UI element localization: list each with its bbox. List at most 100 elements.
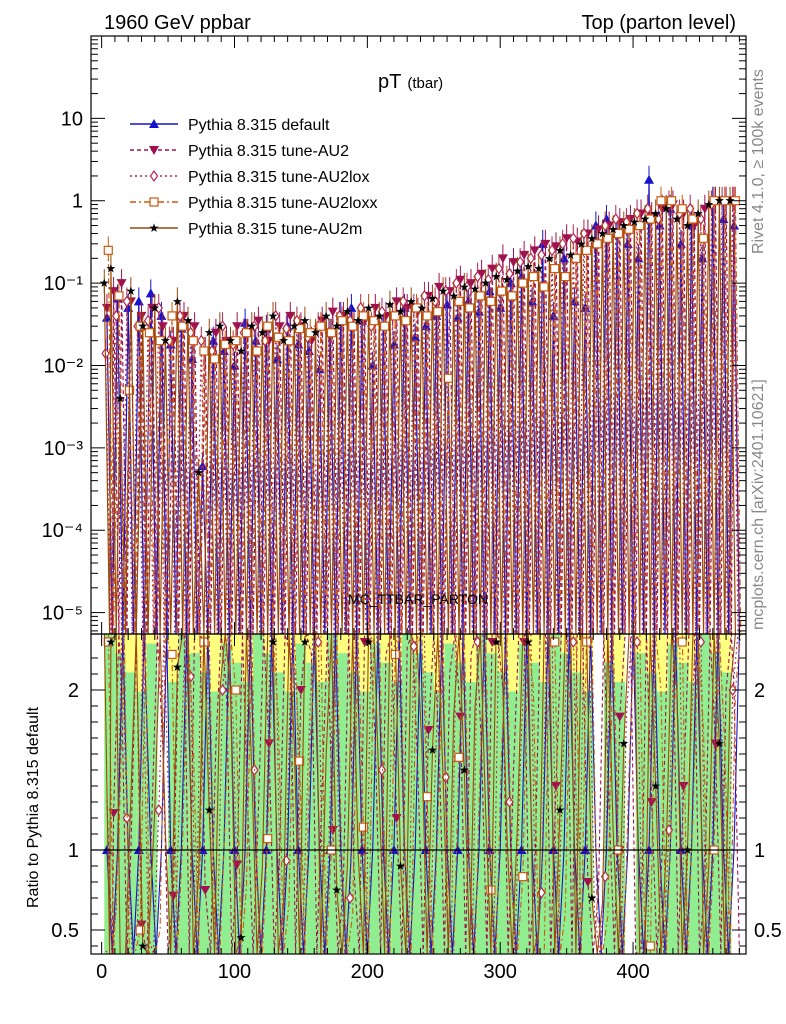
ratio-band-inner (338, 653, 349, 954)
ratio-series-line-1 (106, 634, 740, 954)
legend-background (118, 108, 418, 246)
data-point: ★ (257, 326, 268, 340)
legend-label: Pythia 8.315 tune-AU2lox (188, 169, 369, 186)
data-point (698, 233, 709, 243)
ratio-data-point (231, 685, 241, 695)
ratio-band-inner (656, 691, 668, 954)
ratio-data-point (486, 885, 496, 895)
data-point (527, 296, 538, 306)
legend-label: Pythia 8.315 tune-AU2m (188, 221, 362, 238)
ratio-data-point (422, 792, 432, 802)
y-tick-label-top: 10⁻³ (44, 438, 84, 460)
y-tick-label-top: 1 (72, 191, 83, 213)
data-point (167, 311, 177, 321)
ratio-band-inner (667, 643, 679, 954)
data-point: ★ (703, 198, 714, 212)
data-point: ★ (448, 289, 459, 303)
data-point: ★ (300, 314, 311, 328)
data-point (688, 214, 698, 224)
y-tick-label-top: 10⁻⁵ (42, 603, 83, 625)
ratio-band-inner (199, 672, 211, 954)
ratio-data-point (294, 756, 305, 766)
data-point (327, 307, 338, 317)
data-point (317, 316, 328, 326)
data-point (561, 234, 572, 244)
data-point (635, 220, 645, 231)
data-point: ★ (125, 284, 136, 298)
ratio-data-point (678, 782, 689, 791)
data-point (122, 295, 132, 308)
data-point (508, 258, 519, 268)
data-point: ★ (331, 319, 342, 333)
data-point (496, 286, 507, 296)
data-point (537, 248, 546, 261)
ratio-data-point (295, 686, 306, 695)
data-point: ★ (246, 319, 257, 333)
data-point (189, 322, 200, 332)
data-point (507, 291, 517, 301)
data-point (380, 321, 390, 331)
data-point: ★ (236, 344, 247, 358)
ratio-band-inner (412, 653, 424, 954)
ratio-data-point (345, 891, 355, 905)
ratio-series-line-4 (103, 634, 736, 954)
ratio-data-point: ★ (523, 635, 534, 649)
data-point (197, 461, 208, 471)
ratio-data-point: ★ (268, 635, 279, 649)
ratio-band-inner (646, 672, 657, 954)
ratio-band-inner (571, 672, 583, 954)
ratio-band-inner (306, 662, 317, 954)
ratio-data-point (200, 886, 211, 895)
ratio-data-point (377, 763, 387, 777)
mcplots-label: mcplots.cern.ch [arXiv:2401.10621] (750, 379, 767, 630)
ratio-data-point (122, 811, 132, 825)
ratio-data-point: ★ (172, 660, 183, 674)
data-point (689, 221, 700, 231)
data-point (677, 204, 687, 214)
ratio-data-point (710, 739, 721, 749)
ratio-band-inner (540, 682, 551, 954)
data-point: ★ (459, 280, 470, 294)
data-point: ★ (501, 273, 512, 287)
data-point: ★ (310, 326, 321, 340)
watermark: MC_TTBAR_PARTON (348, 591, 488, 607)
ratio-band-inner (104, 634, 115, 954)
data-point: ★ (321, 309, 332, 323)
data-point: ★ (629, 215, 640, 229)
legend-marker (149, 169, 159, 183)
header-left: 1960 GeV ppbar (104, 12, 251, 34)
ratio-data-point: ★ (137, 939, 148, 953)
data-point (592, 239, 602, 249)
ratio-data-point: ★ (650, 779, 661, 793)
data-point (157, 322, 168, 332)
data-point: ★ (661, 202, 672, 216)
ratio-data-point (645, 941, 655, 951)
ratio-band-inner (614, 682, 626, 954)
ratio-data-point: ★ (459, 763, 470, 777)
data-point: ★ (214, 319, 225, 333)
data-point (551, 242, 562, 252)
data-point (486, 296, 496, 306)
data-point (644, 174, 655, 184)
data-point: ★ (106, 262, 117, 276)
data-point (241, 328, 252, 338)
data-point (487, 264, 498, 274)
ratio-data-point (232, 860, 243, 870)
data-point: ★ (342, 305, 353, 319)
ratio-band-inner (274, 672, 285, 954)
data-point (358, 311, 368, 321)
legend: Pythia 8.315 default Pythia 8.315 tune-AU… (118, 108, 418, 246)
ratio-data-point (505, 795, 514, 809)
data-point (473, 270, 482, 283)
ratio-data-point: ★ (491, 635, 502, 649)
data-point (613, 228, 624, 239)
data-point: ★ (406, 294, 417, 308)
data-point: ★ (160, 334, 171, 348)
ratio-data-point: ★ (555, 803, 566, 817)
data-point (209, 354, 220, 364)
data-point (452, 277, 461, 290)
data-point (135, 321, 145, 331)
data-point (348, 321, 358, 331)
data-point: ★ (438, 284, 449, 298)
data-point (285, 311, 296, 321)
